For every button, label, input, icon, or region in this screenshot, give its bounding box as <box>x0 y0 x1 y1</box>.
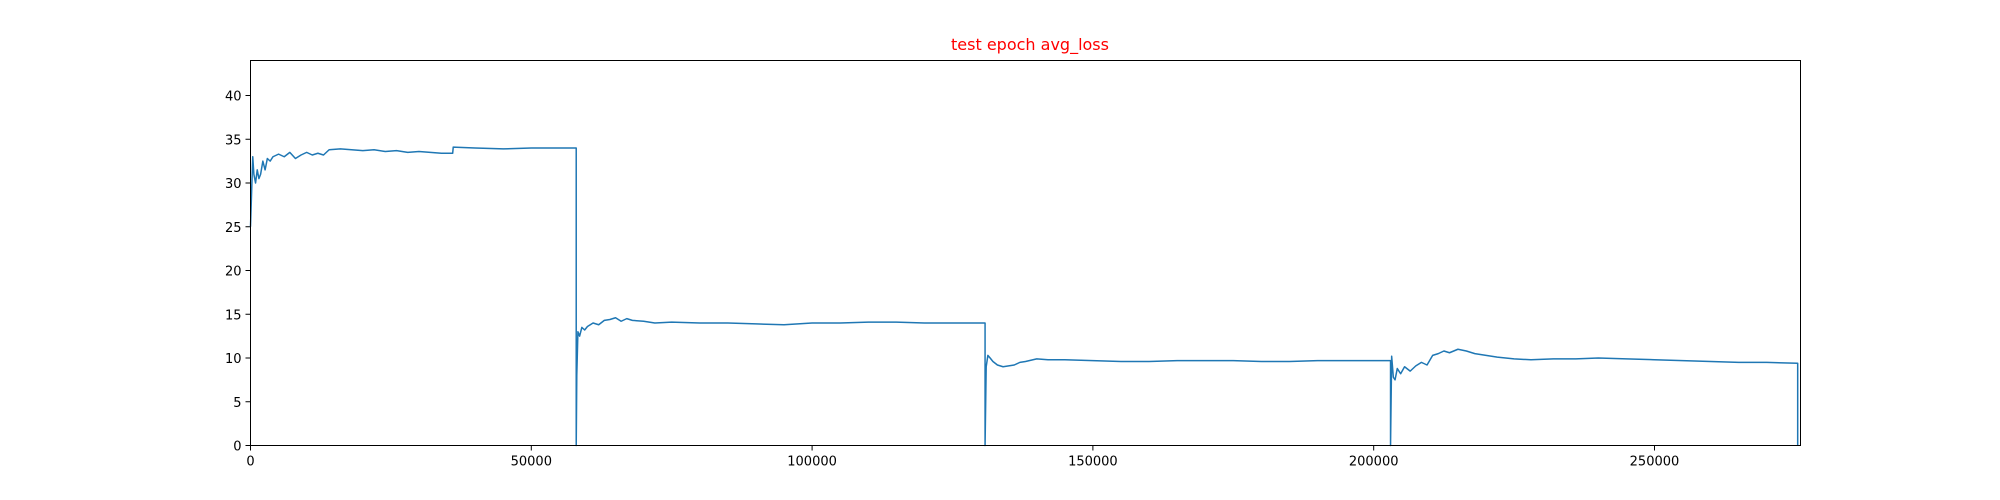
x-tick-label: 50000 <box>511 455 552 470</box>
y-tick-label: 25 <box>225 221 242 236</box>
y-tick-label: 20 <box>225 265 242 280</box>
y-tick-label: 30 <box>225 177 242 192</box>
y-tick-label: 35 <box>225 133 242 148</box>
y-tick-label: 5 <box>233 396 241 411</box>
chart-title: test epoch avg_loss <box>951 35 1109 55</box>
y-tick-label: 40 <box>225 90 242 105</box>
plot-area <box>249 146 1799 447</box>
series-line-0 <box>249 146 1799 447</box>
x-tick-label: 0 <box>246 455 254 470</box>
x-tick-label: 200000 <box>1349 455 1399 470</box>
x-tick-label: 250000 <box>1630 455 1680 470</box>
x-tick-label: 150000 <box>1068 455 1118 470</box>
x-tick-label: 100000 <box>787 455 837 470</box>
axis-ticks: 0 50000 100000 150000 200000 250000 0 5 10 15 20 25… <box>225 90 1679 470</box>
axes-frame <box>250 60 1801 446</box>
y-tick-label: 0 <box>233 440 241 455</box>
y-tick-label: 10 <box>225 352 242 367</box>
y-tick-label: 15 <box>225 308 242 323</box>
